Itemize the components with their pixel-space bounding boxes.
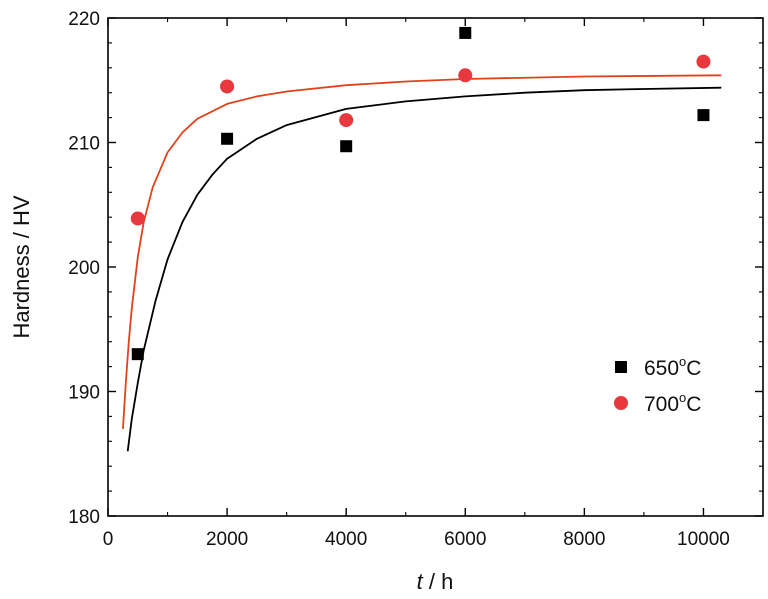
- y-tick-label: 180: [68, 507, 100, 528]
- y-axis-title: Hardness / HV: [9, 195, 34, 338]
- marker-circle-700: [339, 113, 354, 128]
- marker-square-650: [340, 140, 353, 153]
- legend-label-value: 650: [644, 357, 679, 380]
- y-tick-label: 190: [68, 383, 100, 404]
- legend-label-unit: C: [686, 393, 701, 416]
- marker-circle-700: [130, 211, 145, 226]
- axis-ticks: [107, 17, 763, 517]
- marker-circle-700: [696, 54, 711, 69]
- marker-circle-700: [220, 79, 235, 94]
- data-markers: [130, 26, 711, 361]
- y-tick-label: 200: [68, 258, 100, 279]
- marker-square-650: [221, 132, 234, 145]
- legend-label-degree: o: [679, 390, 686, 405]
- marker-square-650: [131, 348, 144, 361]
- x-tick-label: 2000: [206, 529, 248, 550]
- x-tick-label: 0: [103, 529, 114, 550]
- x-tick-label: 4000: [325, 529, 367, 550]
- legend-label-unit: C: [686, 357, 701, 380]
- x-tick-label: 10000: [677, 529, 730, 550]
- fit-line-650: [126, 86, 722, 452]
- legend-label-700: 700oC: [644, 390, 701, 416]
- y-tick-label: 210: [68, 134, 100, 155]
- x-tick-label: 6000: [444, 529, 486, 550]
- marker-square-650: [459, 26, 472, 39]
- fit-line-700: [122, 74, 722, 429]
- y-tick-label: 220: [68, 9, 100, 30]
- legend-label-650: 650oC: [644, 354, 701, 380]
- legend-label-value: 700: [644, 393, 679, 416]
- fit-lines: [122, 74, 722, 452]
- x-axis-title: t / h: [417, 569, 454, 594]
- x-axis-title-symbol: t: [417, 569, 424, 594]
- x-axis-title-unit: / h: [423, 569, 454, 594]
- legend-marker-700: [614, 396, 628, 410]
- legend-marker-650: [615, 361, 627, 373]
- plot-frame: [107, 17, 764, 517]
- marker-circle-700: [458, 68, 473, 83]
- marker-square-650: [697, 109, 710, 122]
- tick-labels: 0 2000 4000 6000 8000 10000 180 190 200 210 220: [68, 9, 730, 550]
- legend-label-degree: o: [679, 354, 686, 369]
- x-tick-label: 8000: [563, 529, 605, 550]
